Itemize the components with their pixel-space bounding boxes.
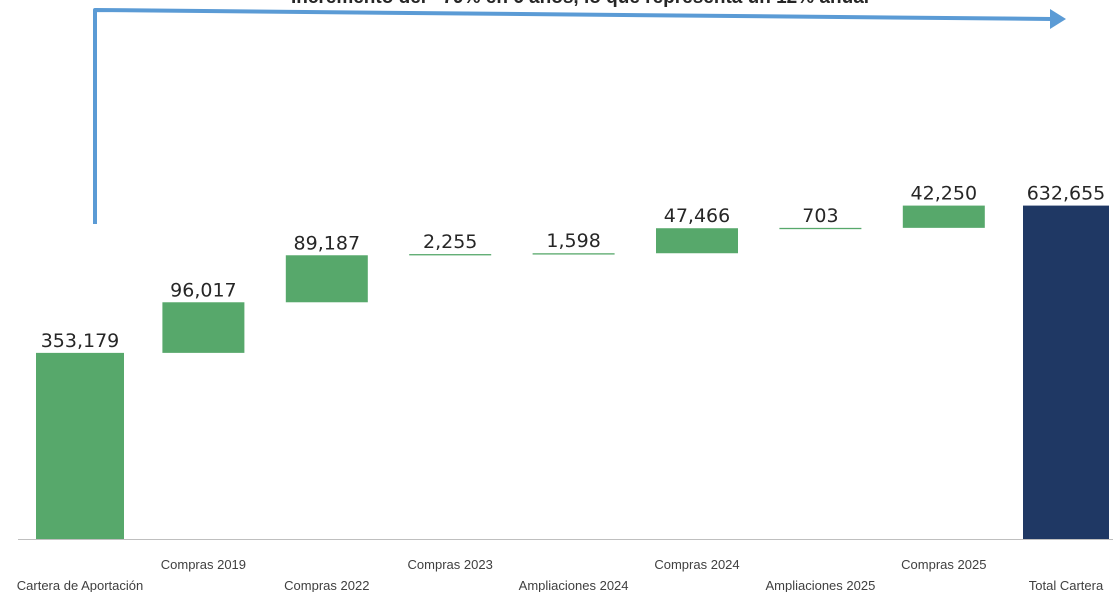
bar [36, 352, 124, 539]
chart-title: Incremento del ~79% en 6 años, lo que re… [291, 0, 869, 8]
value-label: 703 [802, 205, 838, 227]
category-label: Ampliaciones 2025 [765, 578, 875, 592]
value-label: 47,466 [664, 205, 730, 227]
bar [162, 302, 245, 353]
bar [1023, 205, 1109, 539]
category-label: Ampliaciones 2024 [519, 578, 629, 592]
category-label: Compras 2022 [284, 578, 369, 592]
category-label: Compras 2025 [901, 557, 986, 572]
value-label: 353,179 [41, 330, 120, 352]
category-label: Compras 2019 [161, 557, 246, 572]
arrow-head [1050, 9, 1066, 29]
bars [36, 205, 1109, 539]
arrow-line [93, 8, 1053, 224]
bar [409, 254, 492, 256]
value-label: 2,255 [423, 231, 477, 253]
category-label: Total Cartera [1029, 578, 1104, 592]
category-label: Compras 2023 [408, 557, 493, 572]
category-label: Compras 2024 [654, 557, 739, 572]
bar [656, 228, 738, 254]
bar [285, 255, 368, 303]
bar [779, 227, 862, 230]
value-label: 89,187 [294, 232, 360, 254]
category-label: Cartera de Aportación [17, 578, 143, 592]
value-label: 42,250 [911, 183, 977, 205]
bar [902, 205, 985, 228]
value-labels: 353,179 96,017 89,187 2,255 1,598 47,466 703 42… [41, 183, 1106, 352]
value-label: 96,017 [170, 279, 236, 301]
bar [532, 253, 615, 255]
value-label: 1,598 [546, 230, 600, 252]
category-labels: Cartera de Aportación Compras 2019 Compras… [17, 557, 1104, 592]
growth-arrow [93, 8, 1066, 224]
value-label: 632,655 [1027, 183, 1106, 205]
